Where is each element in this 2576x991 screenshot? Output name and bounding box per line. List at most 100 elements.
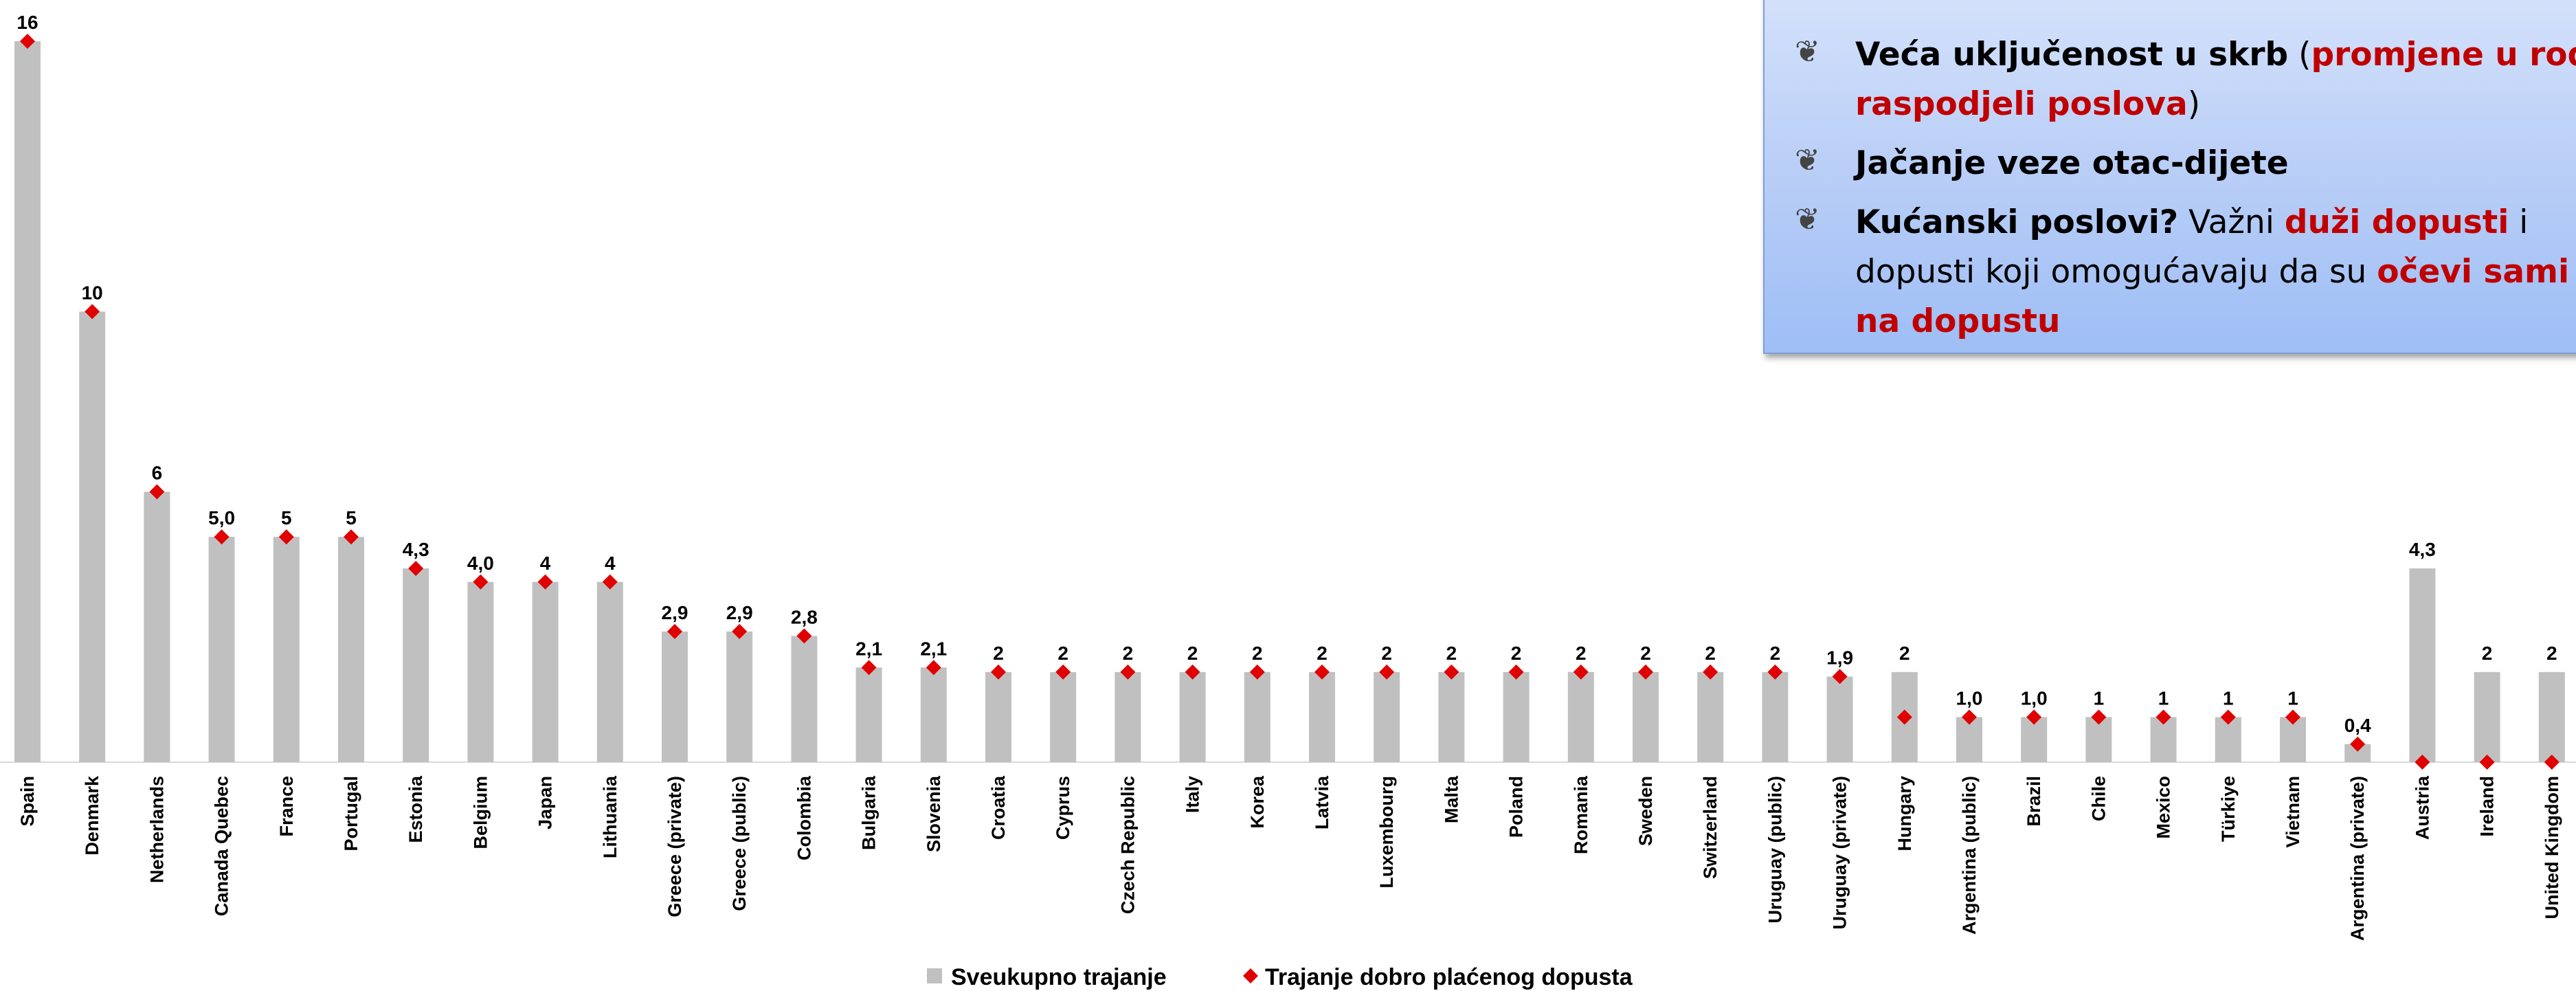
marker-paid: [861, 660, 877, 676]
bar-total: [662, 631, 688, 762]
bar-total: [1179, 671, 1206, 762]
bar-total: [726, 631, 753, 762]
legend-label-paid: Trajanje dobro plaćenog dopusta: [1265, 964, 1633, 990]
data-label: 4: [605, 553, 616, 574]
marker-paid: [1055, 664, 1071, 680]
category-label: Mexico: [2153, 776, 2174, 839]
data-label: 1: [2223, 687, 2234, 709]
marker-paid: [926, 660, 941, 676]
bullet-icon: ❦: [1795, 34, 1820, 69]
bar-total: [1503, 671, 1530, 762]
category-label: Sweden: [1635, 776, 1656, 846]
marker-paid: [2479, 755, 2495, 770]
marker-paid: [991, 664, 1006, 680]
marker-paid: [408, 561, 424, 577]
marker-paid: [344, 529, 359, 545]
category-label: Slovenia: [923, 775, 944, 852]
category-label: Canada Quebec: [212, 776, 232, 916]
category-label: Uruguay (public): [1765, 776, 1785, 924]
bars-group: [14, 41, 2565, 762]
bar-total: [208, 537, 235, 762]
data-label: 2: [1446, 643, 1457, 664]
marker-paid: [732, 623, 748, 639]
bar-total: [596, 581, 623, 762]
callout-list: ❦ Veća uključenost u skrb (promjene u ro…: [1765, 30, 2576, 356]
marker-paid: [667, 623, 682, 639]
marker-paid: [2415, 755, 2430, 770]
category-label: Italy: [1183, 776, 1203, 813]
data-label: 5,0: [208, 507, 235, 528]
bar-total: [1050, 671, 1077, 762]
data-label: 1: [2094, 687, 2105, 709]
bar-total: [2409, 568, 2436, 762]
marker-paid: [1508, 664, 1524, 680]
marker-paid: [20, 34, 35, 49]
data-label: 2,9: [662, 602, 688, 623]
marker-paid: [1962, 709, 1977, 725]
marker-paid: [278, 529, 294, 545]
marker-paid: [2155, 709, 2171, 725]
bar-total: [791, 636, 818, 762]
marker-paid: [85, 304, 100, 320]
marker-paid: [1832, 669, 1848, 684]
marker-paid: [2091, 709, 2107, 725]
category-label: United Kingdom: [2542, 776, 2562, 919]
bar-total: [1438, 671, 1465, 762]
category-label: Belgium: [470, 776, 491, 849]
category-label: Malta: [1441, 775, 1461, 823]
bar-total: [403, 568, 429, 762]
bar-total: [1309, 671, 1335, 762]
category-label: France: [276, 776, 297, 837]
marker-paid: [473, 574, 489, 590]
bar-total: [985, 671, 1011, 762]
data-label: 1,0: [1956, 687, 1983, 709]
data-label: 2: [1381, 643, 1392, 664]
callout-item-text: Jačanje veze otac-dijete: [1855, 144, 2289, 182]
marker-paid: [149, 484, 165, 500]
data-label: 2,1: [920, 638, 947, 659]
category-label: Poland: [1506, 776, 1527, 838]
category-label: Portugal: [341, 776, 361, 851]
data-label: 4,3: [2409, 539, 2436, 560]
category-label: Chile: [2088, 776, 2109, 821]
bar-total: [14, 41, 41, 762]
marker-paid: [2285, 709, 2300, 725]
marker-paid: [1703, 664, 1718, 680]
marker-paid: [1573, 664, 1589, 680]
data-label: 6: [152, 463, 163, 484]
data-label: 16: [16, 12, 38, 33]
category-label: Spain: [17, 776, 38, 827]
data-label: 2: [1576, 643, 1587, 664]
data-label: 1,9: [1826, 647, 1853, 668]
category-label: Ireland: [2477, 776, 2498, 837]
bar-total: [1762, 671, 1789, 762]
marker-paid: [2026, 709, 2042, 725]
bar-total: [338, 537, 364, 762]
bar-total: [532, 581, 559, 762]
bar-total: [920, 667, 947, 762]
data-label: 2: [1640, 643, 1651, 664]
data-label: 2,8: [791, 606, 818, 627]
category-label: Romania: [1571, 775, 1591, 854]
bar-total: [1374, 671, 1400, 762]
bar-total: [1697, 671, 1724, 762]
data-label: 2: [1187, 643, 1198, 664]
category-label: Hungary: [1894, 776, 1915, 851]
data-label: 10: [82, 282, 103, 303]
bar-total: [79, 311, 106, 762]
data-label: 2: [1252, 643, 1263, 664]
data-label: 5: [346, 507, 357, 528]
category-label: Croatia: [988, 775, 1009, 840]
category-label: Türkiye: [2218, 776, 2239, 842]
marker-paid: [214, 529, 229, 545]
data-label: 2: [1899, 643, 1910, 664]
data-label: 2: [1705, 643, 1716, 664]
bar-total: [855, 667, 882, 762]
data-label: 1,0: [2021, 687, 2048, 709]
data-label: 4: [540, 553, 551, 574]
marker-paid: [1379, 664, 1395, 680]
data-label: 1: [2287, 687, 2298, 709]
data-label: 0,4: [2344, 715, 2371, 736]
category-label: Brazil: [2024, 776, 2044, 827]
data-label: 2,1: [855, 638, 882, 659]
